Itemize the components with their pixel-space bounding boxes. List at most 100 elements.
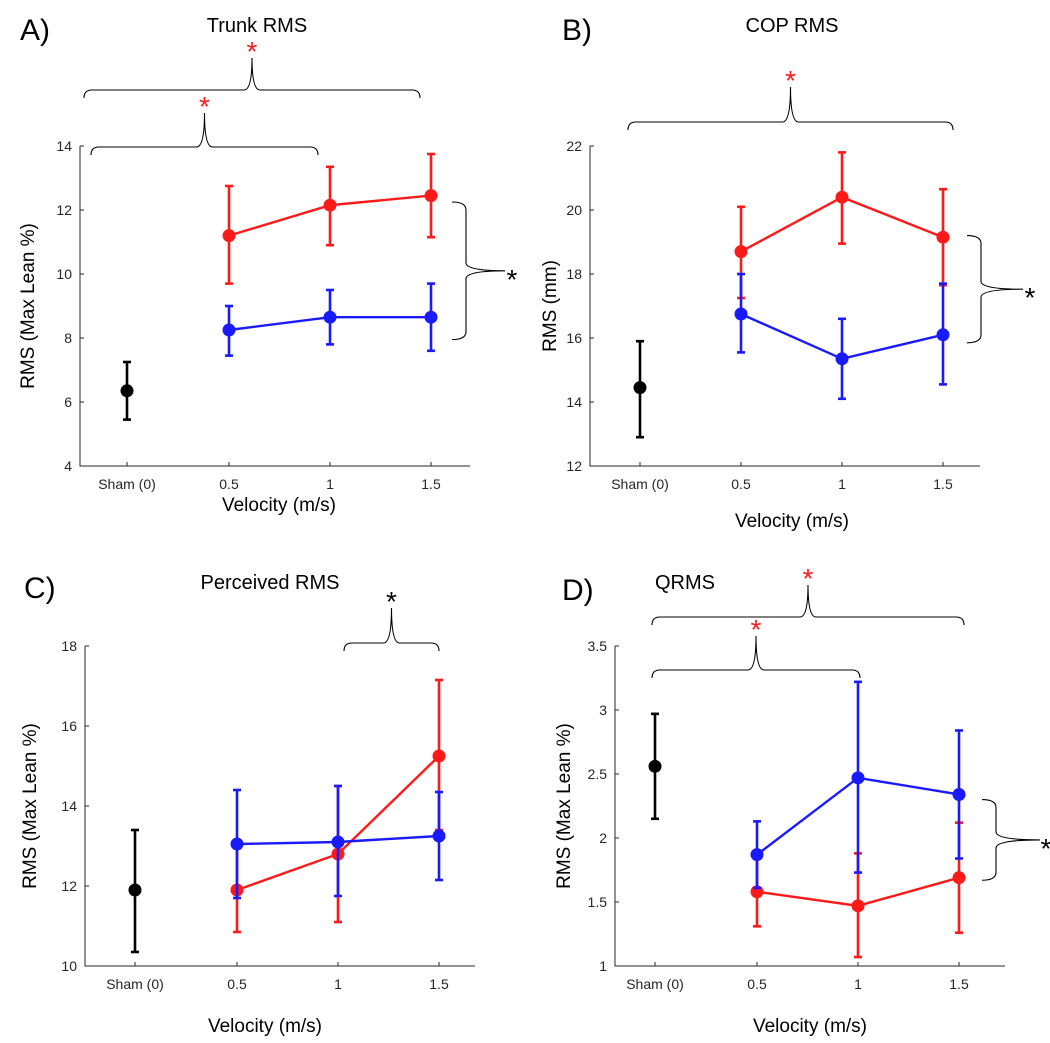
series-blue-point (222, 323, 236, 337)
x-tick-label: Sham (0) (611, 476, 669, 492)
y-tick-label: 3.5 (588, 638, 608, 654)
series-red-point (936, 230, 950, 244)
y-tick-label: 18 (61, 638, 77, 654)
y-tick-label: 14 (56, 138, 72, 154)
axis-lines (84, 646, 475, 967)
y-tick-label: 1 (599, 958, 607, 974)
series-blue-point (734, 307, 748, 321)
y-tick-label: 16 (566, 330, 582, 346)
panel-d-title: QRMS (655, 572, 715, 594)
x-tick-label: 0.5 (747, 976, 767, 992)
sham-point (633, 381, 647, 395)
series-blue-point (936, 328, 950, 342)
y-tick-label: 3 (599, 702, 607, 718)
x-tick-label: Sham (0) (106, 976, 164, 992)
x-tick-label: 1 (326, 476, 334, 492)
panel-c-label: C) (24, 572, 56, 605)
y-tick-label: 2 (599, 830, 607, 846)
panel-c-title: Perceived RMS (201, 572, 340, 594)
significance-bracket (981, 799, 1041, 881)
panel-a: A) Trunk RMS Velocity (m/s) RMS (Max Lea… (18, 14, 518, 516)
x-tick-label: 1 (854, 976, 862, 992)
significance-bracket (343, 607, 440, 652)
panel-b-title: COP RMS (746, 15, 839, 37)
series-blue-point (424, 310, 438, 324)
x-tick-label: 0.5 (227, 976, 247, 992)
significance-star: * (1025, 282, 1036, 313)
panel-d-ylabel: RMS (Max Lean %) (554, 723, 575, 889)
y-tick-label: 8 (64, 330, 72, 346)
significance-bracket (966, 235, 1024, 344)
significance-bracket (651, 584, 965, 626)
series-blue-point (835, 352, 849, 366)
series-blue-point (323, 310, 337, 324)
y-tick-label: 12 (56, 202, 72, 218)
x-tick-label: 1.5 (933, 476, 953, 492)
significance-bracket (651, 635, 861, 679)
x-tick-label: Sham (0) (626, 976, 684, 992)
panel-b-xlabel: Velocity (m/s) (735, 511, 849, 532)
y-tick-label: 18 (566, 266, 582, 282)
series-blue-point (432, 829, 446, 843)
y-tick-label: 2.5 (588, 766, 608, 782)
series-red-point (424, 189, 438, 203)
sham-point (648, 759, 662, 773)
panel-b-label: B) (562, 14, 592, 47)
x-tick-label: Sham (0) (98, 476, 156, 492)
series-red-point (323, 198, 337, 212)
axis-lines (79, 146, 470, 467)
series-red-point (952, 871, 966, 885)
significance-star: * (1041, 833, 1050, 864)
significance-star: * (751, 614, 762, 645)
significance-star: * (199, 91, 210, 122)
significance-star: * (803, 563, 814, 594)
panel-a-ylabel: RMS (Max Lean %) (18, 223, 39, 389)
panel-a-plot: 4 6 8 10 12 14 Sham (0) 0.5 1 1.5 * * * (56, 36, 517, 492)
y-tick-label: 22 (566, 138, 582, 154)
y-tick-label: 6 (64, 394, 72, 410)
panel-b-ylabel: RMS (mm) (540, 260, 561, 352)
panel-d-xlabel: Velocity (m/s) (753, 1016, 867, 1037)
series-red-point (432, 749, 446, 763)
panel-b: B) COP RMS Velocity (m/s) RMS (mm) 12 14 1… (540, 14, 1036, 532)
panel-c-ylabel: RMS (Max Lean %) (20, 723, 41, 889)
axis-lines (614, 646, 1005, 967)
significance-bracket (90, 112, 319, 156)
significance-bracket (451, 201, 506, 341)
significance-star: * (386, 586, 397, 617)
significance-bracket (627, 86, 954, 131)
panel-a-xlabel: Velocity (m/s) (222, 495, 336, 516)
series-blue-point (952, 787, 966, 801)
panel-b-plot: 12 14 16 18 20 22 Sham (0) 0.5 1 1.5 * * (566, 65, 1035, 492)
panel-d: D) QRMS Velocity (m/s) RMS (Max Lean %) … (554, 563, 1050, 1037)
y-tick-label: 12 (566, 458, 582, 474)
y-tick-label: 10 (56, 266, 72, 282)
series-red-point (222, 229, 236, 243)
x-tick-label: 0.5 (731, 476, 751, 492)
sham-point (120, 384, 134, 398)
y-tick-label: 14 (61, 798, 77, 814)
y-tick-label: 16 (61, 718, 77, 734)
x-tick-label: 1 (334, 976, 342, 992)
series-red-point (734, 245, 748, 259)
series-blue-point (851, 771, 865, 785)
series-blue-point (331, 835, 345, 849)
significance-star: * (785, 65, 796, 96)
x-tick-label: 1 (838, 476, 846, 492)
series-blue-point (230, 837, 244, 851)
x-tick-label: 1.5 (949, 976, 969, 992)
y-tick-label: 14 (566, 394, 582, 410)
series-red-point (851, 899, 865, 913)
panel-c-xlabel: Velocity (m/s) (208, 1016, 322, 1037)
y-tick-label: 4 (64, 458, 72, 474)
y-tick-label: 10 (61, 958, 77, 974)
panel-a-label: A) (20, 14, 50, 47)
panel-c: C) Perceived RMS Velocity (m/s) RMS (Max… (20, 572, 475, 1037)
significance-star: * (247, 36, 258, 67)
y-tick-label: 1.5 (588, 894, 608, 910)
axis-lines (589, 146, 980, 467)
panel-c-plot: 10 12 14 16 18 Sham (0) 0.5 1 1.5 * (61, 586, 475, 992)
significance-star: * (507, 264, 518, 295)
y-tick-label: 12 (61, 878, 77, 894)
